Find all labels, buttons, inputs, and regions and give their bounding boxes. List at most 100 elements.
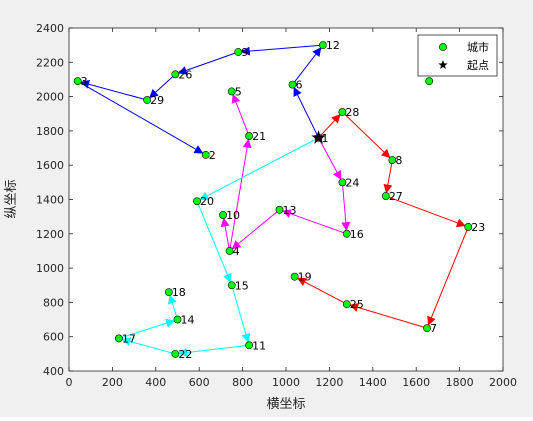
city-label: 2 xyxy=(209,149,216,162)
city-label: 20 xyxy=(200,195,214,208)
y-tick-label: 1800 xyxy=(36,125,64,138)
city-label: 8 xyxy=(395,154,402,167)
city-label: 14 xyxy=(181,314,195,327)
city-point xyxy=(338,178,347,187)
x-tick-label: 2000 xyxy=(489,376,517,389)
city-label: 10 xyxy=(226,209,240,222)
y-tick-label: 1200 xyxy=(36,228,64,241)
city-point xyxy=(73,77,82,86)
city-label: 1 xyxy=(322,132,329,145)
x-tick-label: 400 xyxy=(145,376,166,389)
city-label: 25 xyxy=(350,298,364,311)
y-axis-title: 纵坐标 xyxy=(4,179,19,218)
route-4-segment xyxy=(196,201,232,283)
city-label: 11 xyxy=(252,339,266,352)
route-2-segment xyxy=(240,44,323,56)
legend-label: 起点 xyxy=(467,59,489,72)
y-tick-label: 1000 xyxy=(36,262,64,275)
city-label: 16 xyxy=(350,228,364,241)
points-layer xyxy=(73,41,473,358)
city-label: 24 xyxy=(345,176,359,189)
city-label: 5 xyxy=(235,85,242,98)
city-point xyxy=(171,349,180,358)
route-3-segment xyxy=(281,209,347,235)
city-label: 13 xyxy=(282,204,296,217)
y-tick-label: 2000 xyxy=(36,91,64,104)
city-point xyxy=(423,324,431,333)
start-point-star xyxy=(311,130,326,144)
city-label: 12 xyxy=(326,39,340,52)
city-label: 29 xyxy=(150,94,164,107)
x-tick-label: 0 xyxy=(66,376,73,389)
x-tick-label: 800 xyxy=(232,376,253,389)
city-point xyxy=(288,80,297,89)
route-3-segment xyxy=(231,93,250,137)
point-labels-layer: 1234567891011121314151617181920212223242… xyxy=(81,39,486,361)
city-label: 19 xyxy=(298,271,312,284)
city-label: 21 xyxy=(252,130,266,143)
x-tick-label: 1400 xyxy=(359,376,387,389)
city-point xyxy=(234,48,243,56)
city-label: 23 xyxy=(471,221,485,234)
city-point xyxy=(225,247,234,255)
x-axis-title: 横坐标 xyxy=(266,397,305,412)
city-point xyxy=(275,205,284,214)
city-label: 7 xyxy=(430,322,437,335)
route-2-segment xyxy=(293,86,319,138)
y-tick-label: 2200 xyxy=(36,56,64,69)
city-label: 3 xyxy=(81,75,88,88)
city-point xyxy=(425,77,434,86)
route-2-segment xyxy=(80,79,148,101)
city-point xyxy=(245,132,254,140)
city-label: 17 xyxy=(122,332,136,345)
axes-ticks: 0 200 400 600 800 1000 1200 1400 1600 1800 2000400… xyxy=(36,22,517,389)
route-2-segment xyxy=(149,73,176,99)
legend-city-marker xyxy=(439,43,447,51)
city-point xyxy=(338,108,347,116)
city-point xyxy=(201,151,210,159)
city-label: 15 xyxy=(235,279,249,292)
city-label: 9 xyxy=(241,46,248,59)
legend-start-marker xyxy=(438,60,448,70)
city-point xyxy=(173,315,182,324)
legend-label: 城市 xyxy=(467,40,489,54)
city-point xyxy=(193,197,201,206)
y-tick-label: 2400 xyxy=(36,22,64,35)
city-point xyxy=(342,300,351,309)
y-tick-label: 400 xyxy=(43,365,64,378)
route-3-segment xyxy=(229,138,252,252)
city-label: 28 xyxy=(345,106,359,119)
city-point xyxy=(342,229,351,238)
city-point xyxy=(318,41,327,50)
city-label: 18 xyxy=(172,286,186,299)
route-4-segment xyxy=(199,137,319,201)
y-tick-label: 1400 xyxy=(36,194,64,207)
route-1-segment xyxy=(296,277,347,305)
route-3-segment xyxy=(318,137,342,181)
route-2-segment xyxy=(292,47,322,85)
city-label: 22 xyxy=(178,348,192,361)
y-tick-label: 600 xyxy=(43,331,64,344)
city-point xyxy=(245,341,254,350)
route-1-segment xyxy=(427,226,469,326)
city-label: 27 xyxy=(389,190,403,203)
route-4-segment xyxy=(177,344,250,357)
city-point xyxy=(171,70,180,79)
route-4-segment xyxy=(118,318,176,339)
route-3-segment xyxy=(231,209,280,250)
city-point xyxy=(381,192,390,200)
city-point xyxy=(464,223,473,231)
city-label: 26 xyxy=(178,68,192,81)
x-tick-label: 1600 xyxy=(402,376,430,389)
y-tick-label: 1600 xyxy=(36,159,64,172)
city-point xyxy=(227,87,236,96)
city-point xyxy=(143,96,152,104)
route-4-segment xyxy=(168,294,178,320)
city-point xyxy=(388,156,397,164)
route-1-segment xyxy=(385,195,466,228)
route-1-segment xyxy=(383,159,393,194)
city-point xyxy=(219,211,227,219)
x-tick-label: 1000 xyxy=(272,376,300,389)
